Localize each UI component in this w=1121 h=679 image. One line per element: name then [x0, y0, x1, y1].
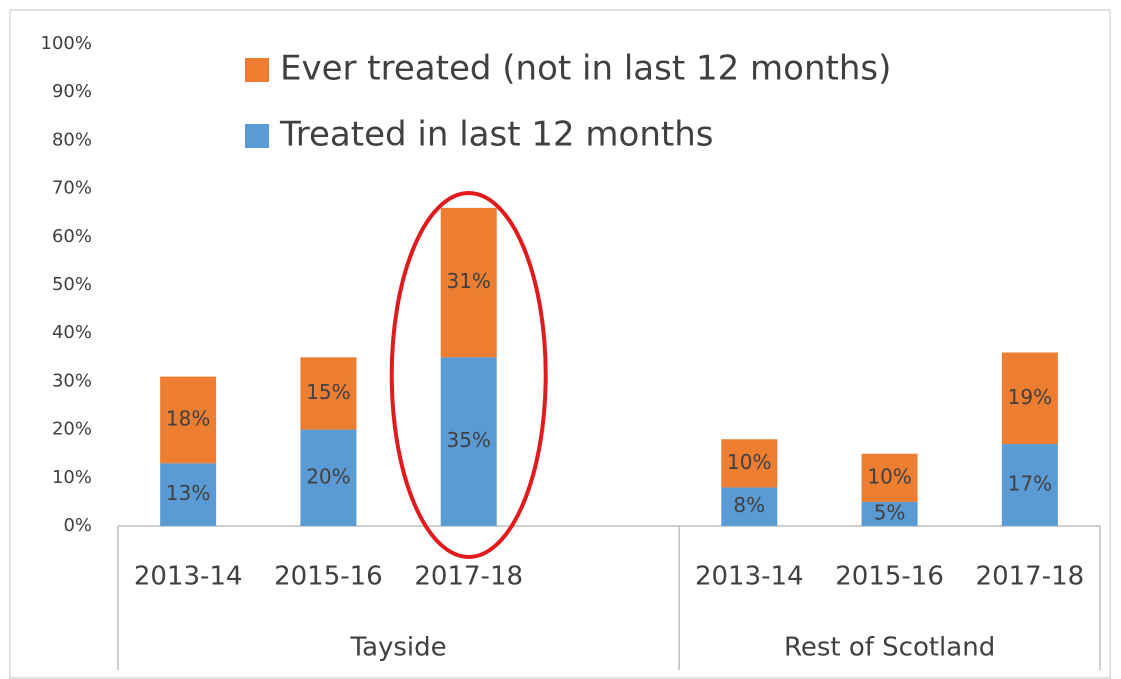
chart-frame — [9, 9, 1111, 679]
bar-segment — [861, 453, 918, 502]
legend-label: Treated in last 12 months — [279, 115, 713, 155]
group-label: Rest of Scotland — [784, 633, 995, 663]
legend-label: Ever treated (not in last 12 months) — [280, 49, 891, 89]
data-label: 20% — [306, 464, 350, 488]
data-label: 10% — [727, 450, 771, 474]
x-tick-label: 2015-16 — [835, 562, 944, 592]
bar-segment — [160, 376, 217, 464]
highlight-ellipse — [389, 191, 548, 559]
x-tick-label: 2015-16 — [274, 562, 383, 592]
y-tick-label: 10% — [52, 467, 92, 488]
legend-swatch — [245, 124, 269, 148]
data-label: 13% — [166, 481, 210, 505]
data-label: 35% — [446, 428, 490, 452]
data-label: 18% — [166, 406, 210, 430]
data-label: 31% — [446, 269, 490, 293]
bar-segment — [440, 207, 497, 358]
y-tick-label: 70% — [52, 178, 92, 199]
bar-segment — [1001, 352, 1058, 445]
bar-segment — [721, 487, 778, 526]
y-tick-label: 30% — [52, 370, 92, 391]
data-label: 8% — [733, 493, 765, 517]
bar-segment — [300, 429, 357, 526]
bar-segment — [160, 463, 217, 526]
y-tick-label: 80% — [52, 129, 92, 150]
bar-segment — [300, 357, 357, 430]
x-tick-label: 2017-18 — [414, 562, 523, 592]
legend-swatch — [245, 58, 269, 82]
bar-segment — [721, 439, 778, 488]
bar-segment — [861, 501, 918, 526]
x-tick-label: 2013-14 — [695, 562, 804, 592]
x-tick-label: 2013-14 — [134, 562, 243, 592]
bar-segment — [440, 357, 497, 526]
y-tick-label: 100% — [41, 33, 92, 54]
y-tick-label: 20% — [52, 419, 92, 440]
data-label: 5% — [874, 500, 906, 524]
y-tick-label: 60% — [52, 226, 92, 247]
y-tick-label: 0% — [63, 515, 92, 536]
data-label: 19% — [1008, 385, 1052, 409]
y-tick-label: 50% — [52, 274, 92, 295]
y-tick-label: 40% — [52, 322, 92, 343]
bar-segment — [1001, 444, 1058, 526]
data-label: 17% — [1008, 472, 1052, 496]
group-label: Tayside — [349, 633, 446, 663]
x-tick-label: 2017-18 — [976, 562, 1085, 592]
data-label: 15% — [306, 380, 350, 404]
data-label: 10% — [867, 464, 911, 488]
y-tick-label: 90% — [52, 81, 92, 102]
